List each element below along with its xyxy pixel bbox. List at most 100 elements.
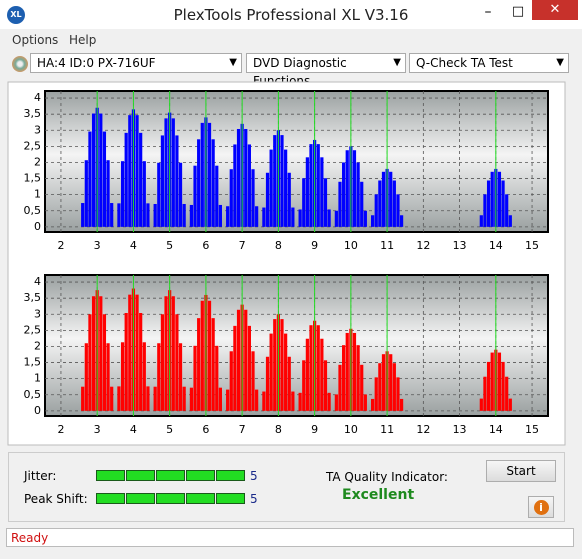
bar [320, 157, 324, 227]
x-tick-label: 10 [344, 423, 358, 436]
bar [175, 314, 179, 411]
bar [269, 333, 273, 411]
bar [164, 296, 168, 411]
bar [371, 398, 375, 411]
bar [135, 294, 139, 411]
x-tick-label: 9 [311, 239, 318, 252]
minimize-button[interactable]: – [484, 4, 492, 20]
bar [342, 345, 346, 411]
bar [265, 356, 270, 411]
bar [200, 122, 204, 227]
bar [81, 386, 85, 411]
bar [84, 160, 88, 227]
x-tick-label: 7 [239, 423, 246, 436]
bar [479, 398, 483, 411]
bar [486, 180, 491, 227]
bar [273, 135, 277, 227]
bar [215, 165, 219, 227]
x-tick-label: 4 [130, 239, 137, 252]
bar [120, 161, 125, 227]
x-tick-label: 11 [380, 423, 394, 436]
meter-segment [96, 470, 125, 481]
drive-select[interactable]: HA:4 ID:0 PX-716UF ▼ [30, 53, 242, 73]
bar [389, 354, 393, 411]
test-select[interactable]: Q-Check TA Test ▼ [409, 53, 569, 73]
bar [160, 135, 165, 227]
bar [291, 207, 295, 227]
bar [287, 172, 291, 227]
y-tick-label: 2 [34, 339, 41, 352]
bar [265, 172, 270, 227]
info-button[interactable]: i [528, 496, 554, 518]
bar [284, 333, 288, 411]
y-tick-label: 0,5 [24, 204, 42, 217]
bar [178, 162, 183, 227]
bar [218, 387, 222, 411]
results-panel [8, 452, 565, 522]
bar [505, 194, 509, 227]
bar [298, 209, 302, 227]
x-tick-label: 15 [525, 239, 539, 252]
bar [298, 392, 302, 411]
x-tick-label: 9 [311, 423, 318, 436]
bar [124, 312, 128, 411]
bar [505, 376, 509, 411]
bar [226, 389, 230, 411]
bar [110, 203, 114, 227]
bar [142, 342, 146, 411]
meter-segment [126, 493, 155, 504]
bar [128, 115, 132, 227]
y-tick-label: 4 [34, 275, 41, 288]
bar [251, 169, 255, 227]
bar [269, 149, 273, 227]
bar [323, 178, 328, 227]
bar [323, 360, 328, 411]
bar [490, 352, 494, 411]
maximize-button[interactable]: □ [511, 4, 525, 19]
bar [153, 203, 157, 227]
y-tick-label: 3 [34, 307, 41, 320]
bar [117, 203, 121, 227]
x-tick-label: 14 [489, 239, 503, 252]
bar [139, 312, 143, 411]
y-tick-label: 2,5 [24, 323, 42, 336]
menu-item[interactable]: Help [69, 33, 97, 47]
bar [124, 132, 128, 227]
bar [302, 360, 306, 411]
x-tick-label: 11 [380, 239, 394, 252]
bar [81, 203, 85, 227]
bar [360, 181, 364, 227]
bar [262, 391, 266, 411]
y-tick-label: 1,5 [24, 356, 42, 369]
bar [378, 363, 382, 411]
bar [160, 314, 165, 411]
meter-segment [96, 493, 125, 504]
bar [334, 394, 338, 411]
y-tick-label: 1 [34, 372, 41, 385]
bar [233, 144, 237, 227]
start-button[interactable]: Start [486, 460, 556, 482]
bar [215, 345, 219, 411]
close-button[interactable]: ✕ [532, 0, 578, 20]
bar [146, 386, 150, 411]
y-tick-label: 1,5 [24, 172, 42, 185]
bar [287, 356, 291, 411]
bar [106, 160, 110, 227]
x-tick-label: 4 [130, 423, 137, 436]
bar [508, 215, 512, 227]
bar [99, 296, 103, 411]
x-tick-label: 2 [57, 239, 64, 252]
bar [207, 122, 212, 227]
menu-item[interactable]: Options [12, 33, 59, 47]
y-tick-label: 1 [34, 188, 41, 201]
bar [316, 144, 320, 227]
drive-icon [12, 56, 28, 72]
bar [345, 332, 349, 411]
bar [236, 128, 241, 227]
x-tick-label: 15 [525, 423, 539, 436]
bar [327, 392, 331, 411]
bar [193, 345, 197, 411]
function-select[interactable]: DVD Diagnostic Functions ▼ [246, 53, 406, 88]
bar [356, 345, 360, 411]
